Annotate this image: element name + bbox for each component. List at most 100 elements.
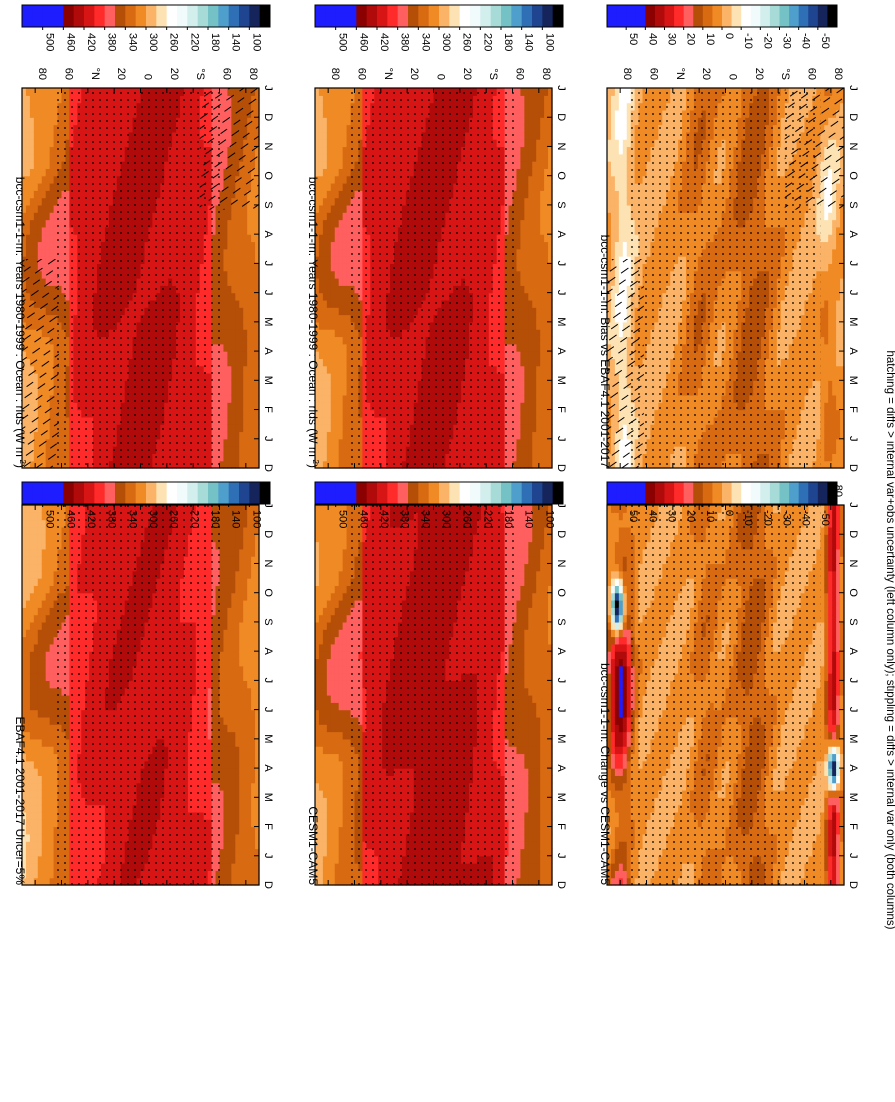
heatmap-cell	[326, 219, 332, 228]
heatmap-cell	[342, 270, 348, 279]
heatmap-cell	[29, 175, 35, 184]
heatmap-cell	[243, 299, 248, 308]
month-tick-label: S	[262, 201, 274, 208]
heatmap-cell	[255, 307, 260, 316]
heatmap-cell	[334, 358, 340, 367]
heatmap-cell	[49, 139, 55, 148]
heatmap-cell	[251, 424, 256, 433]
heatmap-cell	[223, 387, 228, 396]
heatmap-cell	[247, 438, 252, 447]
heatmap-cell	[231, 387, 236, 396]
heatmap-cell	[227, 285, 232, 294]
lat-tick-label: 20	[115, 68, 127, 80]
heatmap-cell	[247, 343, 252, 352]
heatmap-cell	[231, 329, 236, 338]
heatmap-cell	[318, 416, 324, 425]
heatmap-cell	[239, 416, 244, 425]
heatmap-cell	[37, 124, 43, 133]
heatmap-cell	[330, 204, 336, 213]
heatmap-cell	[25, 102, 31, 111]
heatmap-cell	[247, 409, 252, 418]
heatmap-cell	[231, 226, 236, 235]
heatmap-cell	[227, 299, 232, 308]
heatmap-cell	[29, 204, 35, 213]
heatmap-cell	[243, 431, 248, 440]
heatmap-cell	[322, 329, 328, 338]
heatmap-cell	[251, 453, 256, 462]
heatmap-cell	[235, 270, 240, 279]
heatmap-cell	[326, 373, 332, 381]
heatmap-cell	[33, 241, 39, 250]
heatmap-cell	[22, 95, 27, 104]
hatch-overlay-north	[22, 259, 59, 468]
month-tick-label: A	[262, 347, 274, 355]
heatmap-cell	[315, 168, 320, 177]
heatmap-cell	[235, 292, 240, 301]
heatmap-cell	[41, 146, 47, 155]
panel-title: bcc-csm1-1-m: Years 1980-1999 : Ocean : …	[13, 177, 28, 468]
heatmap-cell	[37, 183, 43, 191]
heatmap-cell	[231, 256, 236, 264]
heatmap-cell	[37, 146, 43, 155]
heatmap-cell	[326, 314, 332, 323]
heatmap-cell	[41, 190, 47, 199]
heatmap-cell	[322, 292, 328, 301]
heatmap-cell	[33, 146, 39, 155]
panel-2: 80 60 °N 20 0 20 °S 60 80DJFMAMJJASONDJbcc-csm1-…	[306, 68, 567, 472]
heatmap-cell	[247, 394, 252, 403]
heatmap-cell	[255, 343, 260, 352]
heatmap-cell	[239, 336, 244, 345]
heatmap-cell	[322, 117, 328, 126]
heatmap-cell	[247, 402, 252, 411]
heatmap-cell	[330, 139, 336, 148]
heatmap-cell	[29, 109, 35, 118]
heatmap-cell	[33, 219, 39, 228]
heatmap-cell	[255, 416, 260, 425]
heatmap-cell	[330, 387, 336, 396]
heatmap-cell	[318, 314, 324, 323]
heatmap-cell	[223, 460, 228, 469]
heatmap-cell	[334, 234, 340, 243]
heatmap-cell	[338, 153, 344, 162]
heatmap-cell	[37, 212, 43, 221]
heatmap-cell	[326, 351, 332, 359]
heatmap-cell	[25, 248, 31, 257]
heatmap-cell	[330, 416, 336, 425]
heatmap-cell	[33, 161, 39, 169]
heatmap-cell	[22, 241, 27, 250]
heatmap-cell	[251, 431, 256, 440]
heatmap-cell	[315, 124, 320, 133]
heatmap-cell	[45, 124, 51, 133]
heatmap-cell	[326, 380, 332, 389]
heatmap-cell	[334, 292, 340, 301]
heatmap-cell	[330, 161, 336, 169]
heatmap-cell	[322, 460, 328, 469]
heatmap-cell	[338, 168, 344, 177]
heatmap-cell	[243, 416, 248, 425]
heatmap-cell	[326, 146, 332, 155]
heatmap-cell	[239, 256, 244, 264]
heatmap-cell	[338, 394, 344, 403]
heatmap-cell	[318, 95, 324, 104]
heatmap-cell	[22, 219, 27, 228]
heatmap-cell	[25, 161, 31, 169]
heatmap-cell	[342, 373, 348, 381]
heatmap-cell	[45, 161, 51, 169]
heatmap-cell	[251, 314, 256, 323]
heatmap-cell	[231, 424, 236, 433]
heatmap-cell	[342, 219, 348, 228]
heatmap-cell	[223, 431, 228, 440]
heatmap-cell	[41, 131, 47, 140]
heatmap-cell	[326, 270, 332, 279]
heatmap-cell	[41, 204, 47, 213]
heatmap-cell	[239, 226, 244, 235]
heatmap-cell	[251, 292, 256, 301]
heatmap-cell	[326, 307, 332, 316]
heatmap-cell	[342, 343, 348, 352]
heatmap-cell	[338, 292, 344, 301]
heatmap-cell	[231, 241, 236, 250]
heatmap-cell	[330, 460, 336, 469]
heatmap-cell	[33, 168, 39, 177]
heatmap-cell	[318, 387, 324, 396]
heatmap-cell	[330, 365, 336, 374]
